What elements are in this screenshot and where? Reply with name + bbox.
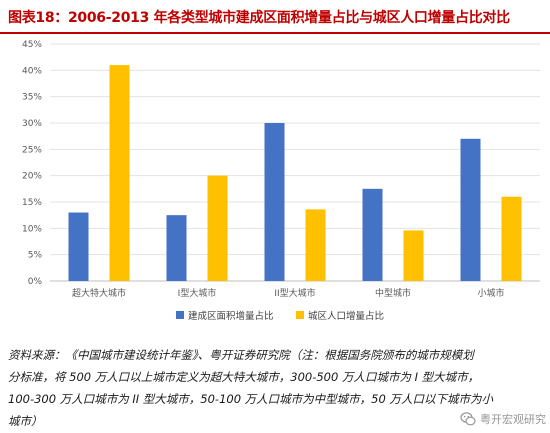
y-tick-label: 45%	[22, 40, 42, 50]
y-tick-label: 25%	[22, 145, 42, 155]
y-tick-label: 35%	[22, 93, 42, 103]
gridlines	[50, 43, 540, 282]
legend-label: 建成区面积增量占比	[188, 310, 274, 322]
bar-area-share	[362, 188, 383, 281]
source-line: 城市）	[8, 414, 43, 428]
x-tick-label: II型大城市	[274, 287, 315, 299]
bar-chart: 0% 5% 10% 15% 20% 25% 30% 35% 40% 45% 超大特大城市 I型大城市…	[22, 40, 540, 322]
bar-population-share	[109, 65, 130, 281]
y-tick-label: 40%	[22, 66, 42, 76]
y-tick-label: 0%	[28, 277, 43, 287]
wechat-icon	[460, 412, 476, 426]
source-line: 100-300 万人口城市为 II 型大城市，50-100 万人口城市为中型城市…	[8, 392, 493, 406]
y-tick-label: 15%	[22, 198, 42, 208]
legend-swatch	[296, 311, 304, 319]
bar-population-share	[403, 230, 424, 281]
source-line: 资料来源：《中国城市建设统计年鉴》、粤开证券研究院（注：根据国务院颁布的城市规模…	[8, 348, 474, 362]
watermark: 粤开宏观研究	[460, 411, 546, 427]
bar-area-share	[264, 123, 285, 281]
bar-area-share	[166, 215, 187, 281]
x-tick-label: 超大特大城市	[72, 287, 126, 299]
bars	[68, 65, 522, 281]
title-bar: 图表18：2006-2013 年各类型城市建成区面积增量占比与城区人口增量占比对…	[0, 0, 550, 34]
x-axis-labels: 超大特大城市 I型大城市 II型大城市 中型城市 小城市	[72, 287, 505, 299]
source-line: 分标准，将 500 万人口以上城市定义为超大特大城市，300-500 万人口城市…	[8, 370, 480, 384]
x-tick-label: I型大城市	[178, 287, 217, 299]
bar-area-share	[68, 212, 89, 281]
watermark-text: 粤开宏观研究	[480, 413, 546, 426]
x-tick-label: 中型城市	[375, 287, 411, 299]
y-tick-label: 20%	[22, 172, 42, 182]
bar-area-share	[460, 138, 481, 281]
y-tick-label: 10%	[22, 224, 42, 234]
source-note: 资料来源：《中国城市建设统计年鉴》、粤开证券研究院（注：根据国务院颁布的城市规模…	[8, 344, 548, 432]
y-axis-ticks: 0% 5% 10% 15% 20% 25% 30% 35% 40% 45%	[22, 40, 42, 287]
x-tick-label: 小城市	[477, 287, 504, 299]
y-tick-label: 5%	[28, 251, 43, 261]
chart-title: 图表18：2006-2013 年各类型城市建成区面积增量占比与城区人口增量占比对…	[8, 10, 510, 26]
y-tick-label: 30%	[22, 119, 42, 129]
legend-swatch	[176, 311, 184, 319]
bar-population-share	[305, 209, 326, 281]
bar-population-share	[501, 196, 522, 281]
legend-label: 城区人口增量占比	[308, 310, 384, 322]
bar-population-share	[207, 175, 228, 281]
legend: 建成区面积增量占比 城区人口增量占比	[176, 310, 384, 322]
